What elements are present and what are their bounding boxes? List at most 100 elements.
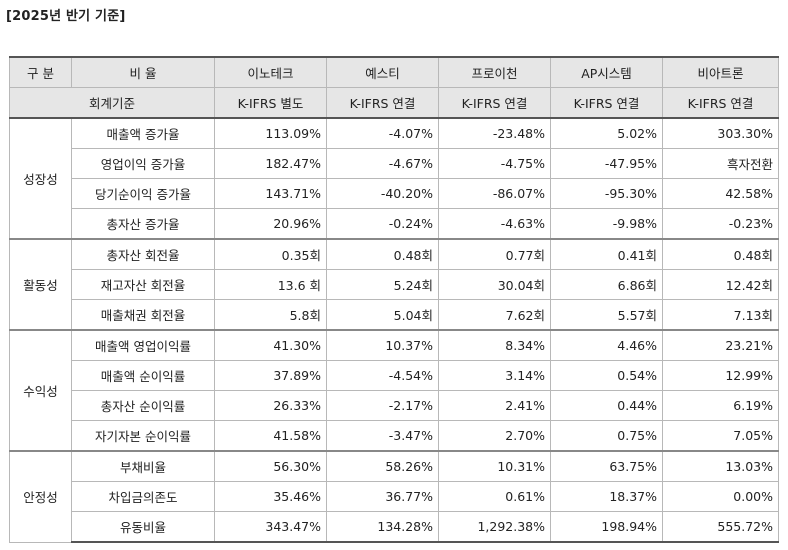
value-cell: 0.35회 bbox=[214, 238, 327, 270]
value-cell: 5.24회 bbox=[326, 269, 439, 300]
table-row: 당기순이익 증가율 143.71% -40.20% -86.07% -95.30% 42.… bbox=[10, 178, 779, 209]
value-cell: 2.70% bbox=[438, 420, 551, 452]
value-cell: 26.33% bbox=[214, 390, 327, 421]
ratio-name-cell: 유동비율 bbox=[71, 511, 215, 543]
value-cell: 7.62회 bbox=[438, 299, 551, 331]
value-cell: 343.47% bbox=[214, 511, 327, 543]
ratio-name-cell: 매출채권 회전율 bbox=[71, 299, 215, 331]
value-cell: 13.6 회 bbox=[214, 269, 327, 300]
value-cell: -4.75% bbox=[438, 148, 551, 179]
value-cell: 303.30% bbox=[662, 117, 779, 149]
table-row: 유동비율 343.47% 134.28% 1,292.38% 198.94% 555.72… bbox=[10, 511, 779, 543]
value-cell: 23.21% bbox=[662, 329, 779, 361]
table-row: 총자산 순이익률 26.33% -2.17% 2.41% 0.44% 6.19% bbox=[10, 390, 779, 421]
value-cell: 0.77회 bbox=[438, 238, 551, 270]
value-cell: 134.28% bbox=[326, 511, 439, 543]
value-cell: -4.63% bbox=[438, 208, 551, 240]
accounting-standard-cell: K-IFRS 연결 bbox=[438, 87, 551, 119]
group-cell: 성장성 bbox=[9, 117, 72, 240]
value-cell: 0.00% bbox=[662, 481, 779, 512]
table-row: 매출채권 회전율 5.8회 5.04회 7.62회 5.57회 7.13회 bbox=[10, 299, 779, 331]
ratio-name-cell: 매출액 영업이익률 bbox=[71, 329, 215, 361]
column-header-company-3: 프로이천 bbox=[438, 56, 551, 88]
value-cell: 0.48회 bbox=[326, 238, 439, 270]
table-row: 수익성 매출액 영업이익률 41.30% 10.37% 8.34% 4.46% 23.21% bbox=[9, 329, 779, 452]
value-cell: 0.48회 bbox=[662, 238, 779, 270]
column-header-company-4: AP시스템 bbox=[550, 56, 663, 88]
header-row: 구 분 비 율 이노테크 예스티 프로이천 AP시스템 비아트론 bbox=[9, 56, 779, 88]
value-cell: 3.14% bbox=[438, 360, 551, 391]
value-cell: 56.30% bbox=[214, 450, 327, 482]
value-cell: 35.46% bbox=[214, 481, 327, 512]
ratio-name-cell: 총자산 순이익률 bbox=[71, 390, 215, 421]
value-cell: 12.42회 bbox=[662, 269, 779, 300]
value-cell: 7.05% bbox=[662, 420, 779, 452]
table-row: 활동성 총자산 회전율 0.35회 0.48회 0.77회 0.41회 0.48회 bbox=[9, 238, 779, 331]
ratio-name-cell: 매출액 증가율 bbox=[71, 117, 215, 149]
value-cell: 41.30% bbox=[214, 329, 327, 361]
value-cell: -23.48% bbox=[438, 117, 551, 149]
value-cell: 37.89% bbox=[214, 360, 327, 391]
ratio-name-cell: 매출액 순이익률 bbox=[71, 360, 215, 391]
table-row: 자기자본 순이익률 41.58% -3.47% 2.70% 0.75% 7.05% bbox=[10, 420, 779, 452]
value-cell: 7.13회 bbox=[662, 299, 779, 331]
accounting-standard-label: 회계기준 bbox=[9, 87, 215, 119]
value-cell: 5.02% bbox=[550, 117, 663, 149]
accounting-standard-cell: K-IFRS 연결 bbox=[550, 87, 663, 119]
value-cell: 12.99% bbox=[662, 360, 779, 391]
value-cell: -4.67% bbox=[326, 148, 439, 179]
table-row: 매출액 순이익률 37.89% -4.54% 3.14% 0.54% 12.99% bbox=[10, 360, 779, 391]
column-header-ratio: 비 율 bbox=[71, 56, 215, 88]
value-cell: -4.54% bbox=[326, 360, 439, 391]
value-cell: 10.37% bbox=[326, 329, 439, 361]
value-cell: 6.19% bbox=[662, 390, 779, 421]
table-row: 총자산 증가율 20.96% -0.24% -4.63% -9.98% -0.23% bbox=[10, 208, 779, 240]
ratio-name-cell: 당기순이익 증가율 bbox=[71, 178, 215, 209]
value-cell: 41.58% bbox=[214, 420, 327, 452]
ratio-name-cell: 부채비율 bbox=[71, 450, 215, 482]
value-cell: 5.8회 bbox=[214, 299, 327, 331]
value-cell: 63.75% bbox=[550, 450, 663, 482]
value-cell: 0.54% bbox=[550, 360, 663, 391]
ratio-name-cell: 총자산 회전율 bbox=[71, 238, 215, 270]
column-header-company-1: 이노테크 bbox=[214, 56, 327, 88]
column-header-company-5: 비아트론 bbox=[662, 56, 779, 88]
value-cell: 0.61% bbox=[438, 481, 551, 512]
value-cell: -40.20% bbox=[326, 178, 439, 209]
column-header-group: 구 분 bbox=[9, 56, 72, 88]
value-cell: 10.31% bbox=[438, 450, 551, 482]
value-cell: 흑자전환 bbox=[662, 148, 779, 179]
table-row: 성장성 매출액 증가율 113.09% -4.07% -23.48% 5.02% 303.3… bbox=[9, 117, 779, 240]
accounting-standard-cell: K-IFRS 별도 bbox=[214, 87, 327, 119]
table-row: 차입금의존도 35.46% 36.77% 0.61% 18.37% 0.00% bbox=[10, 481, 779, 512]
value-cell: 5.57회 bbox=[550, 299, 663, 331]
table-caption: [2025년 반기 기준] bbox=[6, 9, 126, 24]
value-cell: 42.58% bbox=[662, 178, 779, 209]
value-cell: 0.75% bbox=[550, 420, 663, 452]
value-cell: -0.24% bbox=[326, 208, 439, 240]
accounting-standard-cell: K-IFRS 연결 bbox=[326, 87, 439, 119]
ratio-name-cell: 차입금의존도 bbox=[71, 481, 215, 512]
value-cell: 198.94% bbox=[550, 511, 663, 543]
table-row: 영업이익 증가율 182.47% -4.67% -4.75% -47.95% 흑자전환 bbox=[10, 148, 779, 179]
group-cell: 안정성 bbox=[9, 450, 72, 543]
value-cell: -86.07% bbox=[438, 178, 551, 209]
value-cell: 0.41회 bbox=[550, 238, 663, 270]
ratio-name-cell: 자기자본 순이익률 bbox=[71, 420, 215, 452]
value-cell: 8.34% bbox=[438, 329, 551, 361]
value-cell: 58.26% bbox=[326, 450, 439, 482]
value-cell: -9.98% bbox=[550, 208, 663, 240]
value-cell: 0.44% bbox=[550, 390, 663, 421]
financial-ratio-table: 구 분 비 율 이노테크 예스티 프로이천 AP시스템 비아트론 회계기준 K-… bbox=[9, 56, 779, 543]
group-cell: 활동성 bbox=[9, 238, 72, 331]
value-cell: 555.72% bbox=[662, 511, 779, 543]
value-cell: -95.30% bbox=[550, 178, 663, 209]
table-body: 성장성 매출액 증가율 113.09% -4.07% -23.48% 5.02% 303.3… bbox=[9, 117, 779, 543]
value-cell: -3.47% bbox=[326, 420, 439, 452]
value-cell: 18.37% bbox=[550, 481, 663, 512]
value-cell: 30.04회 bbox=[438, 269, 551, 300]
value-cell: 4.46% bbox=[550, 329, 663, 361]
value-cell: 182.47% bbox=[214, 148, 327, 179]
table-row: 안정성 부채비율 56.30% 58.26% 10.31% 63.75% 13.03% bbox=[9, 450, 779, 543]
value-cell: 5.04회 bbox=[326, 299, 439, 331]
